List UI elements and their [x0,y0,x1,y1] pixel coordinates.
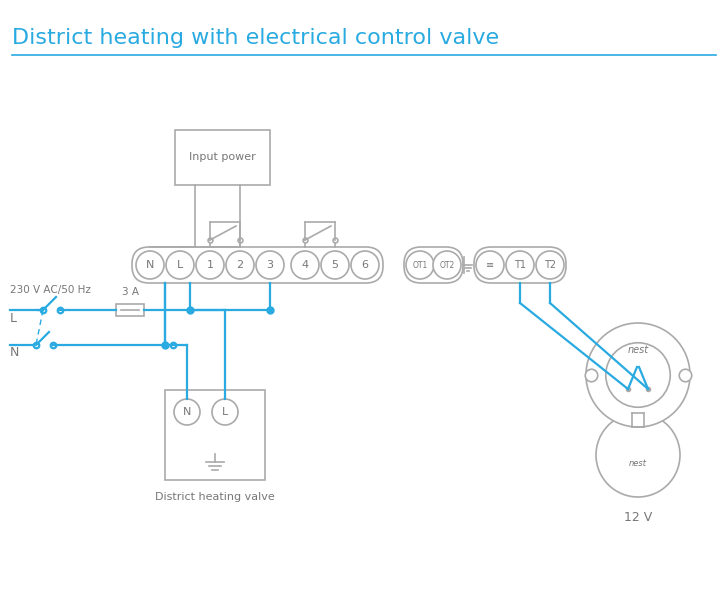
Text: L: L [10,311,17,324]
Text: nest: nest [628,345,649,355]
Circle shape [174,399,200,425]
Text: T2: T2 [544,260,556,270]
Circle shape [351,251,379,279]
Circle shape [596,413,680,497]
Circle shape [433,251,461,279]
Circle shape [256,251,284,279]
FancyBboxPatch shape [132,247,383,283]
Circle shape [506,251,534,279]
Circle shape [606,343,670,407]
Text: District heating with electrical control valve: District heating with electrical control… [12,28,499,48]
Text: N: N [10,346,20,359]
Circle shape [476,251,504,279]
Text: N: N [183,407,191,417]
Text: N: N [146,260,154,270]
Text: nest: nest [629,459,647,467]
Text: 5: 5 [331,260,339,270]
Text: OT1: OT1 [412,261,427,270]
Text: OT2: OT2 [440,261,454,270]
Circle shape [536,251,564,279]
Text: L: L [177,260,183,270]
Circle shape [166,251,194,279]
FancyBboxPatch shape [165,390,265,480]
Text: L: L [222,407,228,417]
Circle shape [212,399,238,425]
Circle shape [406,251,434,279]
Text: 12 V: 12 V [624,511,652,524]
Text: 6: 6 [362,260,368,270]
Text: District heating valve: District heating valve [155,492,275,502]
Circle shape [321,251,349,279]
Text: 3: 3 [266,260,274,270]
FancyBboxPatch shape [404,247,463,283]
Circle shape [136,251,164,279]
Text: T1: T1 [514,260,526,270]
Text: 230 V AC/50 Hz: 230 V AC/50 Hz [10,285,91,295]
Circle shape [226,251,254,279]
Text: 2: 2 [237,260,244,270]
FancyBboxPatch shape [474,247,566,283]
Text: 4: 4 [301,260,309,270]
Circle shape [586,323,690,427]
Text: Input power: Input power [189,153,256,163]
Circle shape [291,251,319,279]
Bar [116,304,144,316]
Text: 3 A: 3 A [122,287,139,297]
Text: ≡: ≡ [486,260,494,270]
Circle shape [196,251,224,279]
FancyBboxPatch shape [175,130,270,185]
Text: 1: 1 [207,260,213,270]
